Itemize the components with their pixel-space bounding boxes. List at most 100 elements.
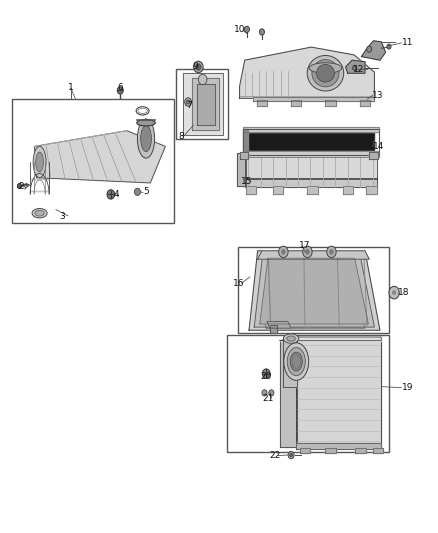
Polygon shape (243, 126, 379, 132)
Text: 17: 17 (299, 241, 311, 250)
Circle shape (107, 190, 115, 199)
Polygon shape (307, 185, 318, 195)
Circle shape (262, 369, 270, 378)
Circle shape (305, 249, 310, 254)
Circle shape (134, 188, 141, 196)
Polygon shape (240, 47, 374, 98)
Polygon shape (270, 325, 277, 333)
Circle shape (262, 390, 267, 396)
Circle shape (17, 183, 21, 189)
Ellipse shape (35, 211, 44, 216)
Ellipse shape (33, 147, 46, 177)
Polygon shape (260, 258, 368, 324)
Polygon shape (240, 151, 248, 159)
Circle shape (187, 100, 190, 104)
Polygon shape (243, 128, 248, 155)
Text: 11: 11 (402, 38, 413, 47)
Text: 20: 20 (261, 372, 272, 381)
Circle shape (281, 249, 286, 254)
Polygon shape (296, 443, 381, 449)
Polygon shape (197, 84, 215, 125)
Polygon shape (245, 177, 377, 187)
Circle shape (290, 454, 293, 457)
Polygon shape (360, 100, 370, 106)
Circle shape (353, 66, 357, 71)
Polygon shape (325, 448, 336, 454)
Polygon shape (246, 185, 256, 195)
Circle shape (196, 64, 201, 70)
Ellipse shape (312, 60, 339, 87)
Text: 12: 12 (353, 64, 364, 74)
Text: 13: 13 (372, 91, 384, 100)
Circle shape (279, 246, 288, 257)
Polygon shape (291, 100, 301, 106)
Polygon shape (258, 251, 369, 259)
Polygon shape (325, 100, 336, 106)
Circle shape (194, 61, 203, 72)
Text: 15: 15 (241, 177, 253, 186)
Circle shape (387, 44, 391, 49)
Text: 21: 21 (263, 394, 274, 402)
Text: 6: 6 (117, 83, 123, 92)
Text: 8: 8 (178, 133, 184, 141)
Text: 22: 22 (269, 451, 280, 460)
Ellipse shape (283, 334, 299, 343)
Bar (227, 335, 389, 452)
Text: 2: 2 (19, 182, 25, 191)
Circle shape (303, 246, 312, 257)
Ellipse shape (307, 55, 344, 91)
Polygon shape (253, 97, 374, 101)
Text: 4: 4 (113, 190, 119, 199)
Polygon shape (273, 185, 283, 195)
Circle shape (389, 286, 399, 299)
Circle shape (288, 451, 294, 459)
Polygon shape (243, 150, 379, 157)
Polygon shape (300, 448, 310, 454)
Circle shape (198, 74, 207, 85)
Polygon shape (192, 78, 219, 130)
Bar (176, 69, 228, 139)
Polygon shape (369, 151, 378, 159)
Circle shape (367, 46, 372, 52)
Polygon shape (361, 41, 385, 60)
Ellipse shape (284, 343, 309, 381)
Polygon shape (283, 337, 297, 386)
Polygon shape (246, 159, 375, 177)
Ellipse shape (316, 64, 335, 82)
Ellipse shape (287, 336, 295, 341)
Polygon shape (346, 60, 365, 73)
Circle shape (259, 29, 265, 35)
Polygon shape (257, 100, 267, 106)
Polygon shape (280, 337, 381, 341)
Ellipse shape (36, 152, 43, 172)
Ellipse shape (141, 125, 152, 151)
Text: 18: 18 (398, 288, 410, 297)
Ellipse shape (138, 119, 155, 158)
Polygon shape (366, 185, 377, 195)
Text: 14: 14 (373, 142, 385, 151)
Circle shape (327, 246, 336, 257)
Polygon shape (247, 132, 374, 151)
Circle shape (244, 26, 250, 33)
Ellipse shape (32, 208, 47, 218)
Circle shape (269, 390, 274, 396)
Ellipse shape (287, 348, 305, 376)
Ellipse shape (309, 63, 342, 73)
Polygon shape (254, 254, 374, 327)
Polygon shape (35, 131, 166, 183)
Text: 9: 9 (193, 62, 198, 71)
Polygon shape (264, 321, 365, 328)
Polygon shape (237, 152, 246, 185)
Polygon shape (267, 321, 291, 328)
Text: 19: 19 (402, 383, 413, 392)
Polygon shape (245, 157, 377, 179)
Text: 1: 1 (68, 83, 74, 92)
Text: 3: 3 (60, 212, 65, 221)
Circle shape (185, 98, 191, 106)
Polygon shape (343, 185, 353, 195)
Text: 5: 5 (143, 187, 149, 196)
Polygon shape (249, 251, 380, 330)
Polygon shape (296, 338, 381, 448)
Circle shape (117, 87, 123, 94)
Bar (238, 247, 389, 333)
